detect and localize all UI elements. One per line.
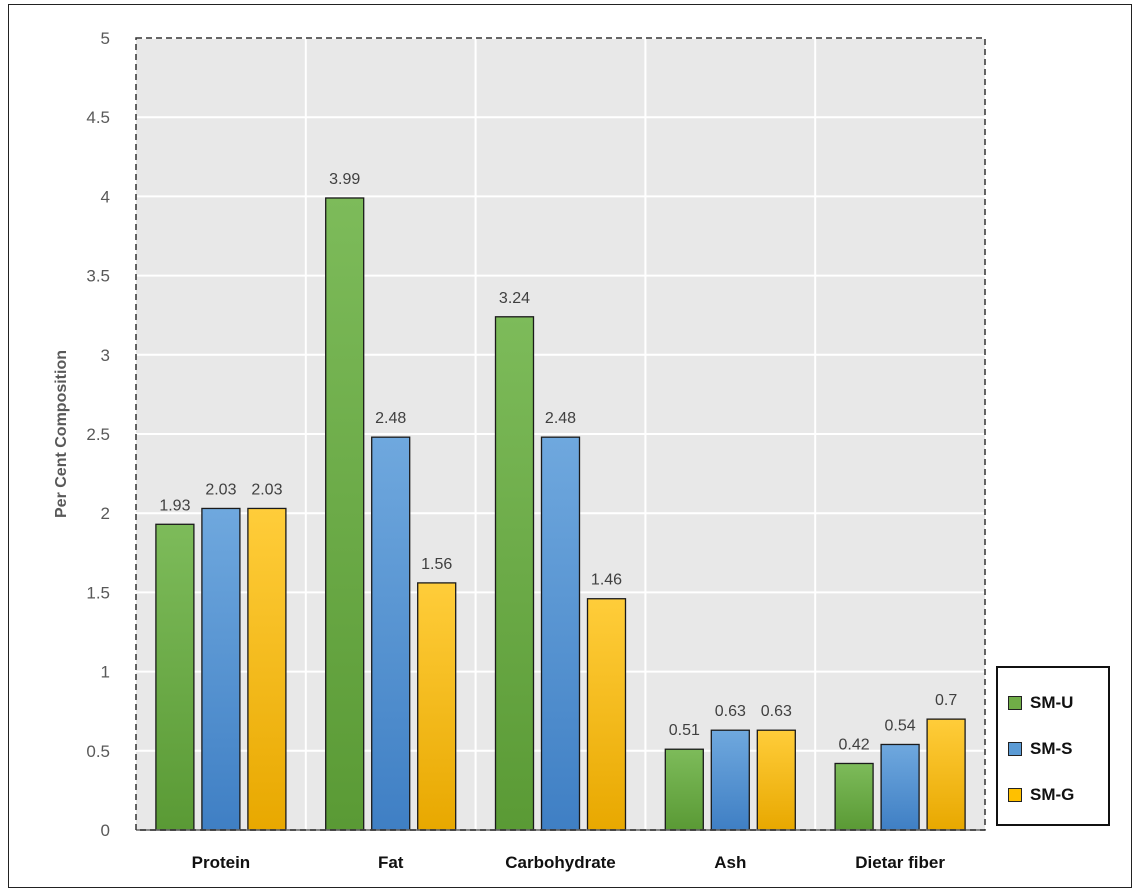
- legend-item-sm-u: SM-U: [1008, 692, 1073, 714]
- data-label: 0.42: [839, 736, 870, 753]
- data-label: 0.7: [935, 692, 957, 709]
- data-label: 2.03: [251, 481, 282, 498]
- bar-sm-g-fat: [417, 582, 457, 831]
- bar-sm-u-carbohydrate: [494, 316, 535, 831]
- x-axis-categories: Protein Fat Carbohydrate Ash Dietar fiber: [192, 853, 946, 872]
- legend-label-sm-u: SM-U: [1030, 693, 1074, 712]
- data-label: 2.48: [545, 410, 576, 427]
- plot-border: [135, 37, 986, 831]
- data-label: 3.99: [329, 171, 360, 188]
- bar-sm-s-carbohydrate: [540, 436, 581, 831]
- data-label: 1.46: [591, 572, 622, 589]
- bar-sm-u-dietar-fiber: [834, 762, 874, 831]
- legend-item-sm-s: SM-S: [1008, 738, 1073, 760]
- y-tick-label: 2: [101, 504, 110, 523]
- y-tick-label: 0.5: [86, 742, 110, 761]
- y-tick-label: 2.5: [86, 425, 110, 444]
- data-labels: 1.93 2.03 2.03 3.99 2.48 1.56 3.24 2.48 1.46 0.51…: [159, 171, 957, 753]
- y-tick-label: 3.5: [86, 267, 110, 286]
- y-tick-label: 1.5: [86, 583, 110, 602]
- legend: SM-U SM-S SM-G: [996, 666, 1110, 826]
- data-label: 0.63: [761, 703, 792, 720]
- data-label: 1.56: [421, 556, 452, 573]
- data-label: 0.51: [669, 722, 700, 739]
- data-label: 0.63: [715, 703, 746, 720]
- bar-sm-g-dietar-fiber: [926, 718, 966, 831]
- bar-sm-s-ash: [710, 729, 750, 831]
- y-tick-label: 4: [101, 187, 110, 206]
- y-tick-label: 1: [101, 663, 110, 682]
- legend-label-sm-s: SM-S: [1030, 739, 1073, 758]
- legend-item-sm-g: SM-G: [1008, 784, 1074, 806]
- bar-sm-g-ash: [756, 729, 796, 831]
- y-tick-label: 0: [101, 821, 110, 840]
- bar-sm-s-fat: [371, 436, 411, 831]
- x-category-label: Ash: [714, 853, 746, 872]
- bar-sm-g-carbohydrate: [586, 598, 627, 831]
- data-label: 1.93: [159, 497, 190, 514]
- bar-sm-s-dietar-fiber: [880, 743, 920, 831]
- legend-swatch-sm-g: [1008, 788, 1022, 802]
- x-category-label: Dietar fiber: [855, 853, 945, 872]
- x-category-label: Fat: [378, 853, 404, 872]
- bars: [155, 197, 966, 831]
- bar-sm-g-protein: [247, 507, 287, 831]
- x-category-label: Carbohydrate: [505, 853, 616, 872]
- bar-sm-u-ash: [664, 748, 704, 831]
- y-tick-label: 4.5: [86, 108, 110, 127]
- legend-label-sm-g: SM-G: [1030, 785, 1075, 804]
- data-label: 2.03: [205, 481, 236, 498]
- x-category-label: Protein: [192, 853, 251, 872]
- y-axis-ticks: 0 0.5 1 1.5 2 2.5 3 3.5 4 4.5 5: [86, 29, 110, 840]
- y-tick-label: 3: [101, 346, 110, 365]
- legend-swatch-sm-u: [1008, 696, 1022, 710]
- data-label: 3.24: [499, 290, 530, 307]
- y-axis-title: Per Cent Composition: [53, 350, 70, 518]
- legend-swatch-sm-s: [1008, 742, 1022, 756]
- bar-sm-u-protein: [155, 523, 195, 831]
- data-label: 2.48: [375, 410, 406, 427]
- bar-sm-u-fat: [325, 197, 365, 831]
- y-tick-label: 5: [101, 29, 110, 48]
- bar-sm-s-protein: [201, 507, 241, 831]
- data-label: 0.54: [885, 717, 916, 734]
